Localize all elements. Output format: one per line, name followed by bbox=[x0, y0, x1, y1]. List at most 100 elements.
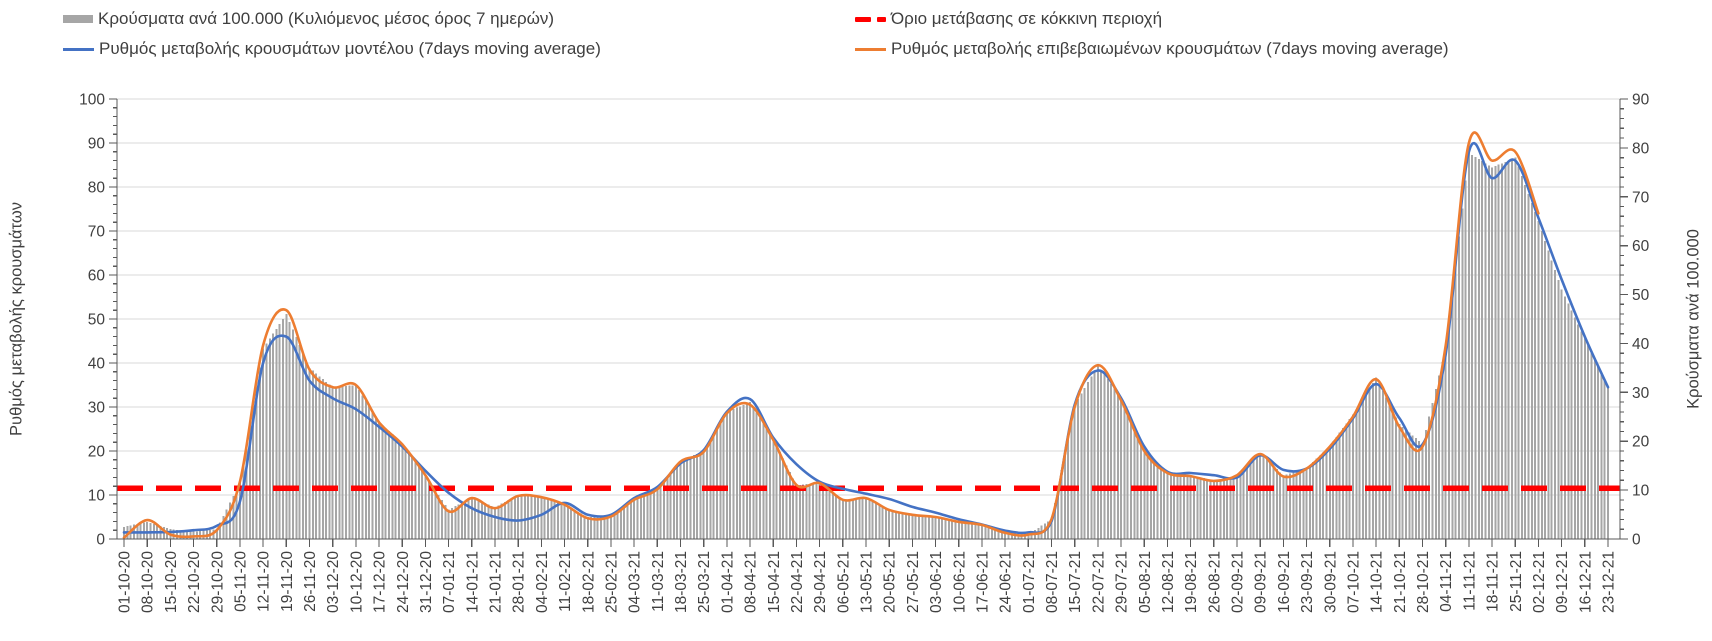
svg-text:09-12-21: 09-12-21 bbox=[1554, 551, 1571, 613]
model-line bbox=[122, 141, 1610, 535]
svg-text:30: 30 bbox=[1632, 385, 1650, 402]
svg-text:80: 80 bbox=[88, 180, 106, 197]
svg-text:10: 10 bbox=[1632, 483, 1650, 500]
svg-text:20: 20 bbox=[88, 444, 106, 461]
svg-text:17-06-21: 17-06-21 bbox=[974, 551, 991, 613]
svg-text:31-12-20: 31-12-20 bbox=[418, 551, 435, 613]
svg-text:22-10-20: 22-10-20 bbox=[186, 551, 203, 613]
svg-text:70: 70 bbox=[88, 224, 106, 241]
svg-text:23-12-21: 23-12-21 bbox=[1601, 551, 1618, 613]
svg-text:28-10-21: 28-10-21 bbox=[1415, 551, 1432, 613]
svg-text:24-12-20: 24-12-20 bbox=[395, 551, 412, 613]
threshold-dash-swatch-icon bbox=[855, 16, 886, 22]
svg-text:09-09-21: 09-09-21 bbox=[1253, 551, 1270, 613]
svg-text:25-03-21: 25-03-21 bbox=[696, 551, 713, 613]
svg-text:20: 20 bbox=[1632, 434, 1650, 451]
svg-text:11-02-21: 11-02-21 bbox=[557, 551, 574, 612]
svg-text:04-03-21: 04-03-21 bbox=[627, 551, 644, 613]
svg-text:80: 80 bbox=[1632, 140, 1650, 157]
svg-text:50: 50 bbox=[88, 312, 106, 329]
svg-text:10-12-20: 10-12-20 bbox=[348, 551, 365, 613]
svg-text:05-11-20: 05-11-20 bbox=[232, 551, 249, 612]
svg-text:27-05-21: 27-05-21 bbox=[905, 551, 922, 613]
svg-text:24-06-21: 24-06-21 bbox=[998, 551, 1015, 613]
svg-text:19-11-20: 19-11-20 bbox=[279, 551, 296, 612]
legend-item-model-rate: Ρυθμός μεταβολής κρουσμάτων μοντέλου (7d… bbox=[63, 38, 601, 60]
svg-text:11-03-21: 11-03-21 bbox=[650, 551, 667, 612]
svg-text:12-08-21: 12-08-21 bbox=[1160, 551, 1177, 613]
svg-text:30-09-21: 30-09-21 bbox=[1322, 551, 1339, 613]
legend-item-cases-per-100k: Κρούσματα ανά 100.000 (Κυλιόμενος μέσος … bbox=[63, 8, 554, 30]
svg-text:04-11-21: 04-11-21 bbox=[1438, 551, 1455, 612]
svg-text:90: 90 bbox=[88, 136, 106, 153]
svg-text:60: 60 bbox=[88, 268, 106, 285]
svg-text:22-07-21: 22-07-21 bbox=[1090, 551, 1107, 613]
svg-text:04-02-21: 04-02-21 bbox=[534, 551, 551, 613]
cases-bars bbox=[123, 152, 1609, 540]
legend-item-red-zone-threshold: Όριο μετάβασης σε κόκκινη περιοχή bbox=[855, 8, 1162, 30]
svg-text:28-01-21: 28-01-21 bbox=[511, 551, 528, 613]
svg-text:03-06-21: 03-06-21 bbox=[928, 551, 945, 613]
svg-text:21-10-21: 21-10-21 bbox=[1392, 551, 1409, 613]
svg-text:10: 10 bbox=[88, 488, 106, 505]
svg-text:90: 90 bbox=[1632, 92, 1650, 109]
svg-text:14-01-21: 14-01-21 bbox=[464, 551, 481, 613]
svg-text:16-09-21: 16-09-21 bbox=[1276, 551, 1293, 613]
svg-text:13-05-21: 13-05-21 bbox=[859, 551, 876, 613]
svg-text:05-08-21: 05-08-21 bbox=[1137, 551, 1154, 613]
svg-text:40: 40 bbox=[88, 356, 106, 373]
svg-text:06-05-21: 06-05-21 bbox=[835, 551, 852, 613]
svg-text:40: 40 bbox=[1632, 336, 1650, 353]
svg-text:25-02-21: 25-02-21 bbox=[603, 551, 620, 613]
svg-text:18-11-21: 18-11-21 bbox=[1485, 551, 1502, 612]
svg-text:50: 50 bbox=[1632, 287, 1650, 304]
svg-text:60: 60 bbox=[1632, 238, 1650, 255]
legend-item-confirmed-rate: Ρυθμός μεταβολής επιβεβαιωμένων κρουσμάτ… bbox=[855, 38, 1449, 60]
model-line-swatch-icon bbox=[63, 47, 94, 51]
svg-text:18-03-21: 18-03-21 bbox=[673, 551, 690, 613]
svg-text:12-11-20: 12-11-20 bbox=[256, 551, 273, 612]
confirmed-line-swatch-icon bbox=[855, 47, 886, 51]
svg-text:25-11-21: 25-11-21 bbox=[1508, 551, 1525, 612]
axes bbox=[109, 98, 1628, 547]
svg-text:08-07-21: 08-07-21 bbox=[1044, 551, 1061, 613]
svg-text:07-10-21: 07-10-21 bbox=[1345, 551, 1362, 613]
svg-text:01-10-20: 01-10-20 bbox=[117, 551, 134, 613]
svg-text:18-02-21: 18-02-21 bbox=[580, 551, 597, 613]
legend-label: Ρυθμός μεταβολής κρουσμάτων μοντέλου (7d… bbox=[99, 39, 601, 58]
svg-text:29-07-21: 29-07-21 bbox=[1114, 551, 1131, 613]
svg-text:26-08-21: 26-08-21 bbox=[1206, 551, 1223, 613]
legend-label: Όριο μετάβασης σε κόκκινη περιοχή bbox=[891, 9, 1163, 28]
legend-label: Ρυθμός μεταβολής επιβεβαιωμένων κρουσμάτ… bbox=[891, 39, 1449, 58]
svg-text:21-01-21: 21-01-21 bbox=[488, 551, 505, 613]
svg-text:100: 100 bbox=[79, 92, 105, 109]
svg-text:01-04-21: 01-04-21 bbox=[719, 551, 736, 613]
svg-text:07-01-21: 07-01-21 bbox=[441, 551, 458, 613]
svg-text:30: 30 bbox=[88, 400, 106, 417]
svg-text:0: 0 bbox=[96, 532, 105, 549]
svg-text:14-10-21: 14-10-21 bbox=[1369, 551, 1386, 613]
cases-bar-swatch-icon bbox=[63, 15, 93, 23]
svg-text:10-06-21: 10-06-21 bbox=[951, 551, 968, 613]
svg-text:02-09-21: 02-09-21 bbox=[1230, 551, 1247, 613]
svg-text:03-12-20: 03-12-20 bbox=[325, 551, 342, 613]
confirmed-line bbox=[122, 131, 1540, 539]
svg-text:11-11-21: 11-11-21 bbox=[1461, 551, 1478, 611]
svg-text:15-07-21: 15-07-21 bbox=[1067, 551, 1084, 613]
svg-text:15-10-20: 15-10-20 bbox=[163, 551, 180, 613]
svg-text:01-07-21: 01-07-21 bbox=[1021, 551, 1038, 613]
svg-text:26-11-20: 26-11-20 bbox=[302, 551, 319, 612]
svg-text:70: 70 bbox=[1632, 189, 1650, 206]
svg-text:19-08-21: 19-08-21 bbox=[1183, 551, 1200, 613]
svg-text:29-04-21: 29-04-21 bbox=[812, 551, 829, 613]
svg-text:0: 0 bbox=[1632, 532, 1641, 549]
svg-text:02-12-21: 02-12-21 bbox=[1531, 551, 1548, 613]
svg-text:15-04-21: 15-04-21 bbox=[766, 551, 783, 613]
svg-text:17-12-20: 17-12-20 bbox=[372, 551, 389, 613]
svg-text:16-12-21: 16-12-21 bbox=[1577, 551, 1594, 613]
svg-text:08-04-21: 08-04-21 bbox=[743, 551, 760, 613]
svg-text:08-10-20: 08-10-20 bbox=[140, 551, 157, 613]
svg-text:23-09-21: 23-09-21 bbox=[1299, 551, 1316, 613]
